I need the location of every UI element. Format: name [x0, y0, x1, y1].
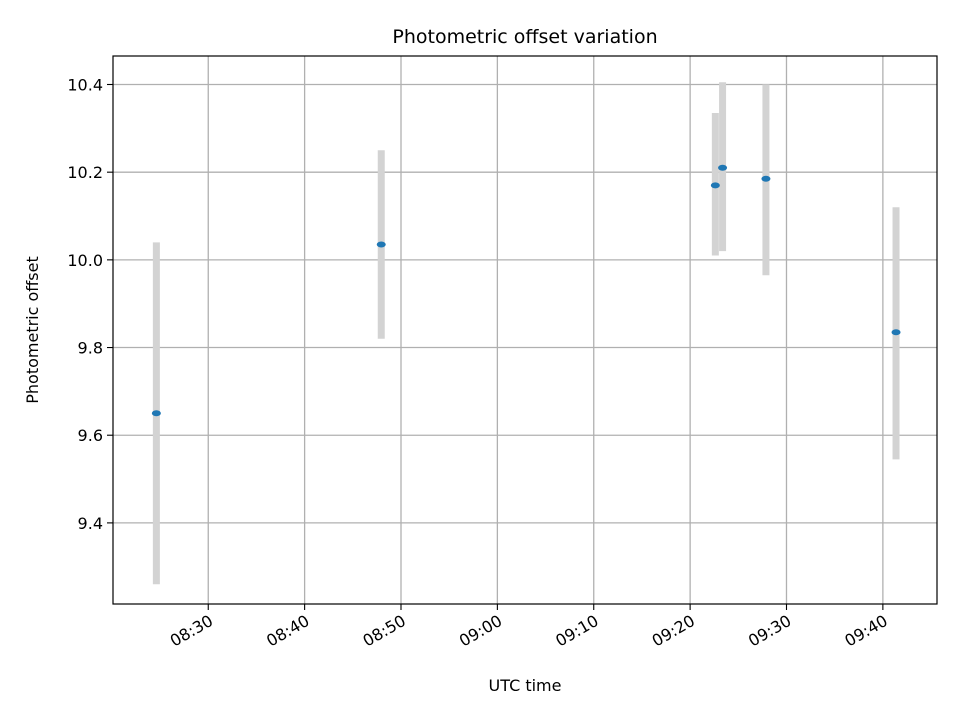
y-tick-label: 10.2	[67, 163, 103, 182]
y-tick-label: 10.4	[67, 75, 103, 94]
data-point	[376, 241, 386, 248]
data-points	[151, 164, 901, 417]
data-point	[761, 175, 771, 182]
plot-frame	[112, 55, 938, 605]
y-axis-label: Photometric offset	[23, 256, 42, 404]
y-tick-label: 9.8	[78, 339, 103, 358]
y-tick-label: 10.0	[67, 251, 103, 270]
x-axis-label: UTC time	[489, 676, 562, 695]
grid	[113, 56, 937, 604]
y-tick-label: 9.6	[78, 426, 103, 445]
chart-title: Photometric offset variation	[392, 26, 657, 48]
data-point	[710, 182, 720, 189]
y-axis-ticks: 9.4 9.6 9.8 10.0 10.2 10.4	[67, 75, 113, 533]
data-point	[151, 410, 161, 417]
y-tick-label: 9.4	[78, 514, 103, 533]
data-point	[718, 164, 728, 171]
data-point	[891, 329, 901, 336]
